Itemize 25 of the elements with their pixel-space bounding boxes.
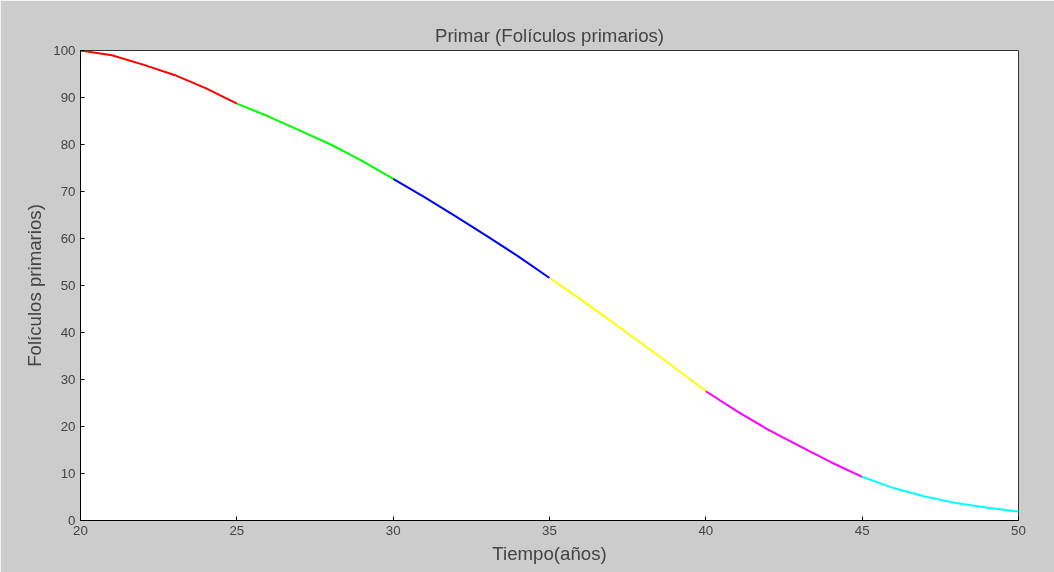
x-tick-label: 45 bbox=[854, 522, 870, 538]
line-series bbox=[392, 177, 551, 279]
y-tick-label: 70 bbox=[60, 184, 76, 199]
line-series bbox=[235, 102, 395, 180]
x-tick-label: 50 bbox=[1011, 522, 1026, 538]
y-axis-title: Folículos primarios) bbox=[24, 204, 46, 367]
line-series bbox=[548, 276, 707, 393]
y-tick-label: 60 bbox=[60, 231, 76, 246]
y-tick-label: 20 bbox=[60, 419, 76, 434]
line-series bbox=[704, 390, 864, 478]
y-tick-label: 50 bbox=[60, 278, 76, 293]
chart-title: Primar (Folículos primarios) bbox=[434, 24, 665, 46]
y-tick-label: 100 bbox=[53, 43, 76, 58]
line-series bbox=[861, 475, 1019, 513]
x-axis-title: Tiempo(años) bbox=[492, 542, 607, 564]
y-tick-label: 30 bbox=[60, 372, 76, 387]
x-tick-label: 35 bbox=[542, 522, 557, 538]
line-series bbox=[80, 50, 238, 105]
y-tick-label: 90 bbox=[60, 90, 76, 105]
y-tick-label: 10 bbox=[60, 466, 76, 481]
x-tick-label: 25 bbox=[229, 522, 245, 538]
x-tick-label: 30 bbox=[385, 522, 401, 538]
y-tick-label: 80 bbox=[60, 137, 76, 152]
y-tick-label: 40 bbox=[60, 325, 76, 340]
x-tick-label: 40 bbox=[698, 522, 714, 538]
